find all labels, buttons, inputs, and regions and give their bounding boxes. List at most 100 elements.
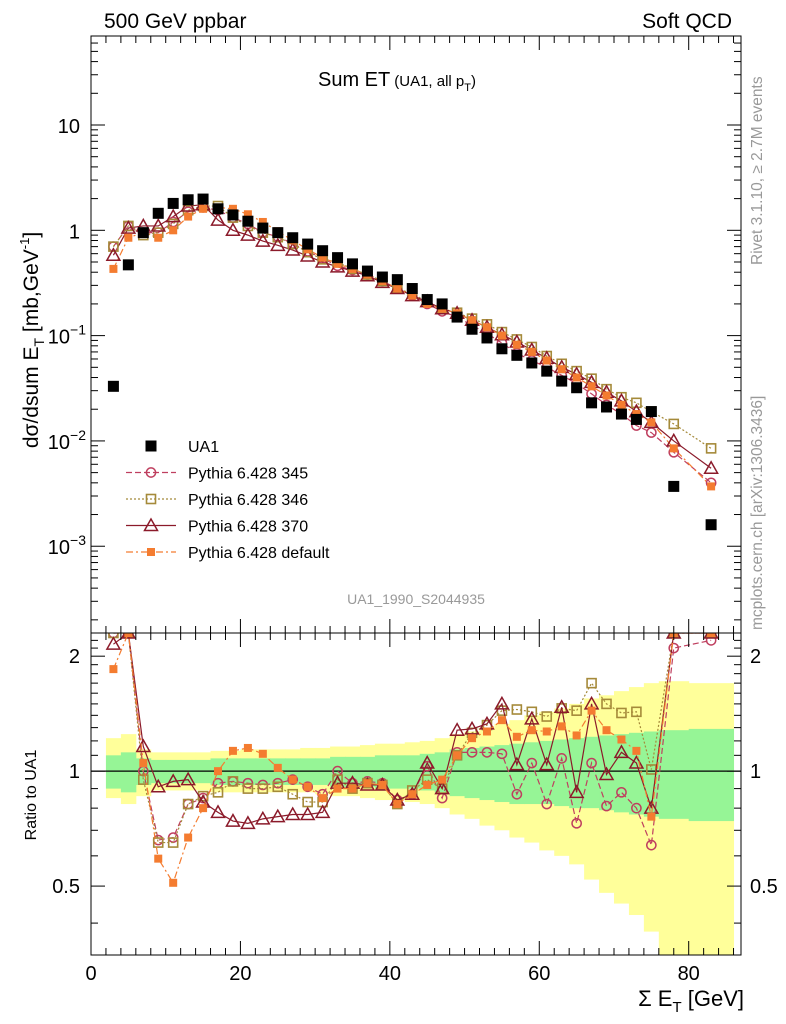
data-point: [408, 291, 417, 300]
ratio-point: [287, 774, 299, 785]
ratio-point: [225, 813, 241, 827]
ratio-point: [105, 636, 122, 650]
x-tick-label: 20: [229, 963, 251, 985]
legend-marker: [147, 548, 155, 556]
data-point-ua1: [496, 343, 508, 355]
legend-label: UA1: [188, 439, 219, 456]
legend-label: Pythia 6.428 346: [188, 492, 308, 509]
data-point: [668, 418, 680, 430]
ratio-point: [598, 766, 615, 781]
ratio-point: [152, 837, 164, 848]
ratio-point: [468, 734, 477, 743]
data-point: [572, 373, 581, 382]
ratio-point: [553, 699, 570, 713]
main-y-axis-label: dσ/dsum ET [mb,GeV-1]: [17, 232, 47, 448]
data-point: [180, 198, 196, 212]
ratio-point: [137, 774, 149, 785]
ratio-point: [333, 784, 342, 793]
ratio-point: [269, 808, 286, 823]
data-point-ua1: [212, 203, 224, 215]
ratio-point: [586, 677, 597, 689]
data-point: [512, 340, 521, 349]
ratio-point: [167, 837, 179, 848]
x-tick-label: 0: [85, 963, 96, 985]
ratio-point: [707, 633, 716, 637]
ratio-point: [182, 798, 194, 810]
ratio-point: [214, 767, 223, 776]
ratio-y-axis-label: Ratio to UA1: [23, 750, 40, 841]
ratio-point: [243, 743, 252, 752]
data-point: [243, 210, 252, 219]
ratio-point: [497, 716, 506, 725]
ratio-point: [287, 788, 299, 800]
ratio-point: [150, 778, 167, 793]
data-point-ua1: [436, 298, 448, 310]
ratio-point: [586, 757, 597, 769]
data-point-ua1: [227, 209, 239, 221]
rivet-label: Rivet 3.1.10, ≥ 2.7M events: [749, 76, 766, 265]
ratio-point: [527, 726, 536, 735]
header-left: 500 GeV ppbar: [104, 10, 246, 33]
ratio-point: [526, 706, 538, 718]
data-point: [669, 444, 678, 453]
ratio-point: [419, 755, 435, 769]
data-point-ua1: [406, 283, 418, 295]
data-point: [527, 347, 536, 356]
ratio-point: [109, 665, 118, 674]
data-point-ua1: [541, 365, 553, 377]
ratio-frame: [90, 632, 742, 956]
data-point: [705, 443, 717, 454]
ratio-point: [303, 782, 312, 791]
ratio-point: [703, 633, 719, 639]
data-point: [258, 217, 267, 226]
main-ticks: 10 1 10−1 10−2 10−3: [48, 35, 741, 633]
ratio-point: [602, 726, 611, 735]
data-point-ua1: [167, 197, 179, 209]
ratio-band-inner: [494, 745, 510, 803]
ratio-point: [318, 794, 327, 803]
ratio-point: [363, 779, 372, 788]
data-point: [269, 237, 286, 252]
ratio-point: [628, 755, 645, 769]
ratio-point: [526, 757, 538, 769]
y-tick-label: 10: [58, 116, 80, 138]
legend-label: Pythia 6.428 370: [188, 519, 308, 536]
ratio-band-inner: [389, 755, 406, 789]
ratio-point: [601, 698, 612, 710]
data-point: [299, 247, 316, 262]
ratio-point: [482, 727, 491, 736]
ratio-point: [613, 744, 630, 759]
ratio-band-inner: [539, 740, 555, 805]
ratio-point: [180, 771, 196, 786]
ratio-point: [348, 784, 357, 793]
data-point: [631, 397, 642, 409]
main-frame: [90, 35, 742, 634]
ratio-point: [227, 776, 239, 787]
ratio-point: [557, 722, 566, 731]
ratio-point: [421, 760, 433, 772]
ratio-band-inner: [479, 746, 495, 801]
data-point-ua1: [451, 311, 463, 323]
data-point-ua1: [481, 332, 493, 344]
ratio-point: [165, 773, 181, 788]
ratio-point: [434, 780, 450, 795]
ratio-y-tick-label-left: 1: [69, 761, 80, 783]
data-point-ua1: [317, 245, 329, 257]
data-point: [210, 212, 226, 226]
data-point-ua1: [466, 323, 478, 335]
data-point-ua1: [511, 349, 523, 361]
data-point: [228, 204, 237, 213]
data-point: [707, 482, 716, 491]
ratio-point: [242, 783, 254, 794]
ratio-point: [453, 751, 462, 760]
ratio-point: [587, 706, 596, 715]
ratio-point: [378, 780, 387, 789]
data-point-ua1: [346, 258, 358, 270]
ratio-point: [494, 695, 510, 710]
ratio-panel: 2 2 1 1 0.5 0.5 0 20 40 60 80 Ratio to UA1: [23, 632, 778, 985]
data-point: [169, 226, 178, 235]
ratio-point: [199, 804, 208, 813]
data-point-ua1: [705, 519, 717, 531]
y-tick-label: 10−2: [48, 427, 86, 454]
